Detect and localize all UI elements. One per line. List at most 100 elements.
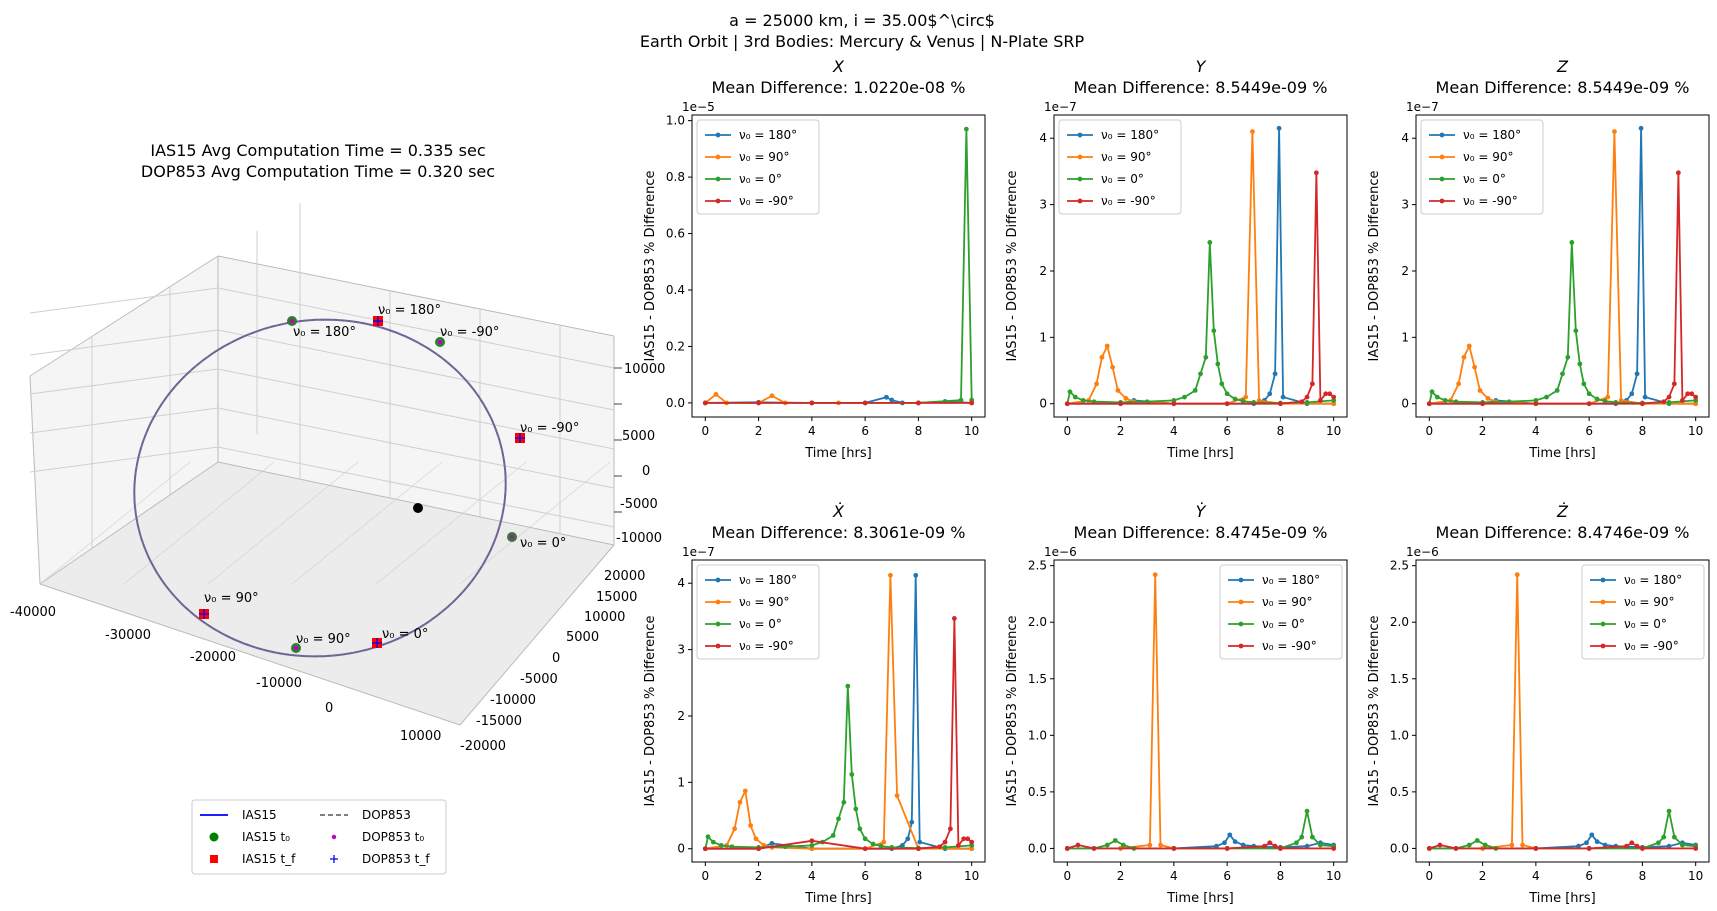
y-axis-exponent: 1e−7	[1406, 100, 1439, 114]
data-point	[1584, 840, 1589, 846]
data-point	[1232, 839, 1238, 845]
data-point	[955, 843, 961, 848]
x-tick-label: 6	[1585, 869, 1593, 883]
legend-entry: ν₀ = 180°	[1463, 128, 1521, 142]
legend-entry: ν₀ = 0°	[1463, 172, 1506, 186]
legend-entry: ν₀ = 0°	[739, 172, 782, 186]
data-point	[1272, 371, 1278, 377]
z-tick-label: -5000	[620, 497, 658, 512]
data-point	[1192, 388, 1198, 393]
data-point	[1227, 832, 1233, 838]
orbit-annotation: ν₀ = 0°	[520, 536, 566, 551]
data-point	[1640, 401, 1645, 407]
data-point	[1182, 394, 1187, 400]
legend-marker	[715, 621, 721, 627]
data-point	[1675, 170, 1681, 176]
y-tick-label: 4	[1401, 131, 1409, 145]
data-point	[1544, 394, 1549, 400]
y-tick-label: -15000	[476, 714, 522, 729]
z-tick-label: -10000	[616, 531, 662, 546]
data-point	[1689, 391, 1695, 397]
data-point	[1240, 842, 1246, 848]
legend-frame	[1581, 564, 1705, 660]
dop853-t0-marker	[510, 535, 514, 539]
data-point	[942, 844, 948, 850]
data-point	[969, 846, 975, 852]
legend-frame	[696, 119, 820, 215]
y-axis-label: IAS15 - DOP853 % Difference	[643, 170, 658, 361]
data-point	[1309, 381, 1315, 387]
data-point	[702, 400, 708, 406]
figure-suptitle-line1: a = 25000 km, i = 35.00$^\circ$	[729, 11, 995, 30]
x-tick-label: 10	[1326, 424, 1341, 438]
data-point	[1171, 398, 1177, 403]
x-tick-label: 2	[755, 424, 763, 438]
y-tick-label: 0.0	[1390, 841, 1409, 855]
y-axis-label: IAS15 - DOP853 % Difference	[643, 615, 658, 806]
legend-entry: ν₀ = -90°	[1101, 194, 1156, 208]
orbit-annotation: ν₀ = 180°	[378, 303, 441, 318]
orbit-title-line1: IAS15 Avg Computation Time = 0.335 sec	[150, 141, 485, 160]
data-point	[1064, 401, 1070, 407]
data-point	[845, 683, 851, 689]
data-point	[1317, 398, 1323, 403]
data-point	[1629, 391, 1635, 397]
legend-marker	[715, 176, 721, 182]
data-point	[942, 839, 948, 845]
legend-marker	[1077, 132, 1083, 138]
data-point	[862, 400, 868, 406]
data-point	[1120, 842, 1126, 848]
subplot-3: Z Mean Difference: 8.5449e-09 % 1e−7 0 2 4 6 8 1…	[1367, 57, 1710, 461]
x-axis-label: Time [hrs]	[1528, 891, 1595, 906]
orbit-annotation: ν₀ = -90°	[440, 325, 499, 340]
data-point	[1474, 838, 1480, 843]
data-point	[884, 394, 889, 400]
data-point	[1147, 842, 1153, 848]
data-point	[1560, 371, 1565, 377]
grid-line	[217, 287, 615, 369]
data-point	[1327, 391, 1333, 397]
data-point	[1214, 843, 1219, 849]
legend-frame	[191, 799, 447, 875]
legend-entry: ν₀ = 90°	[1101, 150, 1151, 164]
subplot-5: Ẏ Mean Difference: 8.4745e-09 % 1e−6 0 2 4 6 8 1…	[1005, 502, 1348, 906]
data-point	[1426, 401, 1432, 407]
x-tick-label: 2	[1479, 424, 1487, 438]
data-point	[1211, 328, 1217, 334]
data-point	[1429, 389, 1435, 395]
legend: ν₀ = 180° ν₀ = 90° ν₀ = 0° ν₀ = -90°	[1219, 564, 1343, 660]
plot-area-frame	[1415, 559, 1710, 863]
data-point	[1679, 842, 1685, 848]
data-point	[1224, 401, 1230, 407]
data-point	[1586, 846, 1592, 851]
y-tick-label: 0	[1401, 397, 1409, 411]
data-point	[1602, 398, 1608, 404]
data-point	[1203, 354, 1209, 360]
data-point	[1112, 838, 1118, 843]
data-point	[1215, 361, 1221, 367]
data-point	[1224, 391, 1230, 397]
grid-line	[39, 461, 191, 585]
x-tick-label: 0	[325, 701, 333, 716]
data-point	[1434, 394, 1440, 400]
legend-marker	[715, 643, 721, 649]
data-point	[1240, 398, 1246, 404]
data-point	[732, 826, 738, 832]
data-point	[713, 392, 719, 397]
data-point	[916, 400, 921, 406]
y-tick-label: 2	[1039, 264, 1047, 278]
legend-marker	[715, 599, 721, 605]
data-point	[1067, 389, 1073, 395]
series-3	[1426, 240, 1699, 407]
x-tick-label: 10	[964, 869, 979, 883]
legend-marker	[1238, 577, 1244, 583]
legend-entry: ν₀ = 90°	[1463, 150, 1513, 164]
orbit-annotation: ν₀ = -90°	[520, 421, 579, 436]
data-point	[1091, 846, 1097, 851]
data-point	[1293, 840, 1299, 846]
y-tick-label: 1.0	[1028, 728, 1047, 742]
data-point	[718, 843, 724, 848]
legend-entry: ν₀ = 90°	[739, 595, 789, 609]
x-tick-label: 6	[1223, 869, 1231, 883]
data-point	[917, 839, 923, 845]
